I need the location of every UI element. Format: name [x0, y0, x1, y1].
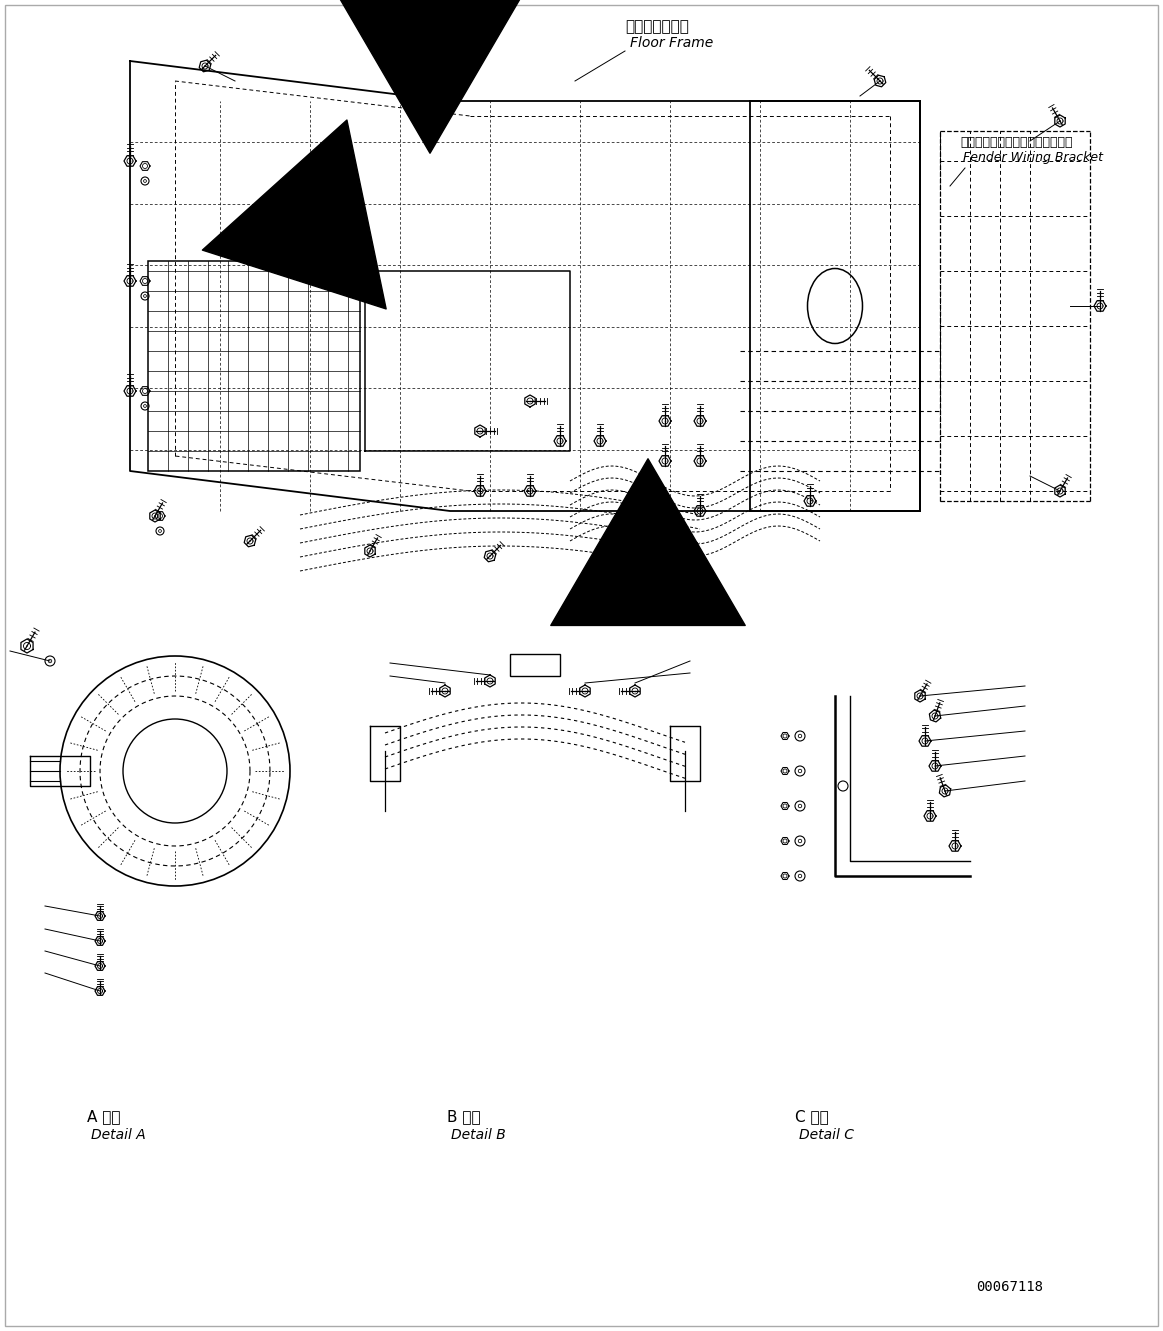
Text: フェンダワイヤリングブラケット: フェンダワイヤリングブラケット — [959, 136, 1072, 149]
Bar — [148, 261, 361, 471]
Text: フロアフレーム: フロアフレーム — [625, 19, 688, 35]
Text: Fender Wiring Bracket: Fender Wiring Bracket — [963, 150, 1103, 164]
Text: Detail C: Detail C — [799, 1127, 854, 1142]
Bar — [511, 654, 561, 676]
Text: C 詳細: C 詳細 — [795, 1109, 829, 1123]
Text: B 詳細: B 詳細 — [447, 1109, 480, 1123]
Text: 00067118: 00067118 — [977, 1280, 1043, 1294]
Text: Floor Frame: Floor Frame — [630, 36, 713, 51]
Text: Detail B: Detail B — [451, 1127, 506, 1142]
Text: C: C — [635, 492, 657, 522]
Text: Detail A: Detail A — [91, 1127, 145, 1142]
Text: A 詳細: A 詳細 — [87, 1109, 121, 1123]
Text: A: A — [415, 68, 438, 97]
Text: B: B — [317, 233, 341, 262]
